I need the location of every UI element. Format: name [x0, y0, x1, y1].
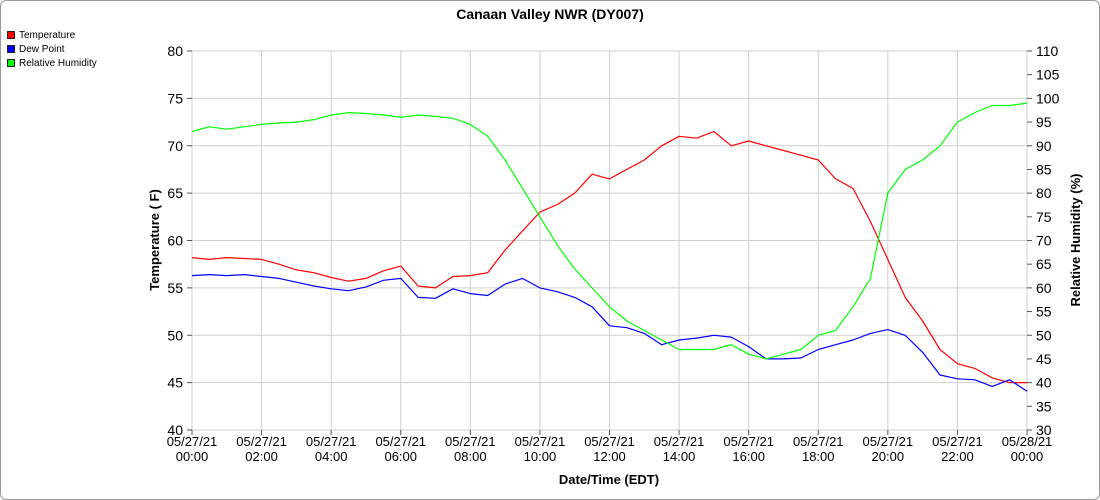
x-tick-label-time: 00:00 — [176, 449, 209, 464]
x-tick-label-date: 05/27/21 — [793, 434, 844, 449]
legend-swatch-dew-point — [7, 45, 15, 53]
x-tick-label-date: 05/27/21 — [445, 434, 496, 449]
y-right-tick-label: 95 — [1036, 114, 1052, 130]
x-tick-label-date: 05/27/21 — [375, 434, 426, 449]
y-left-tick-label: 45 — [167, 375, 183, 391]
legend-label-relative-humidity: Relative Humidity — [19, 57, 97, 69]
series-line-relative-humidity — [191, 102, 1028, 360]
x-tick-label-date: 05/27/21 — [167, 434, 218, 449]
axes: 40 45 50 55 60 65 70 75 80 30 35 40 45 50 55 60 65 70 75 80… — [167, 43, 1060, 464]
y-left-tick-label: 75 — [167, 90, 183, 106]
y-right-tick-label: 85 — [1036, 161, 1052, 177]
legend-swatch-temperature — [7, 31, 15, 39]
y-left-tick-label: 70 — [167, 138, 183, 154]
y-right-tick-label: 55 — [1036, 304, 1052, 320]
gridlines — [191, 50, 1028, 431]
x-axis-label: Date/Time (EDT) — [559, 472, 659, 487]
y-right-tick-label: 60 — [1036, 280, 1052, 296]
y-right-tick-label: 30 — [1036, 422, 1052, 438]
x-tick-label-date: 05/27/21 — [584, 434, 635, 449]
x-tick-label-date: 05/27/21 — [863, 434, 914, 449]
x-tick-label-time: 12:00 — [593, 449, 626, 464]
legend-item-dew-point: Dew Point — [7, 42, 97, 56]
legend-label-temperature: Temperature — [19, 29, 76, 41]
x-tick-label-time: 22:00 — [941, 449, 974, 464]
y-right-tick-label: 105 — [1036, 67, 1060, 83]
y-right-tick-label: 40 — [1036, 375, 1052, 391]
y-right-tick-label: 100 — [1036, 90, 1060, 106]
x-tick-label-time: 06:00 — [384, 449, 417, 464]
x-tick-label-time: 08:00 — [454, 449, 487, 464]
x-tick-label-date: 05/27/21 — [515, 434, 566, 449]
y-right-tick-label: 65 — [1036, 256, 1052, 272]
x-tick-label-time: 10:00 — [524, 449, 557, 464]
y-axis-left-label: Temperature ( F) — [147, 189, 162, 291]
y-right-tick-label: 80 — [1036, 185, 1052, 201]
series-lines — [191, 102, 1028, 392]
y-right-tick-label: 35 — [1036, 398, 1052, 414]
x-tick-label-date: 05/27/21 — [932, 434, 983, 449]
x-tick-label-time: 20:00 — [872, 449, 905, 464]
x-tick-label-time: 04:00 — [315, 449, 348, 464]
x-tick-label-time: 02:00 — [245, 449, 278, 464]
y-left-tick-label: 60 — [167, 233, 183, 249]
y-left-tick-label: 40 — [167, 422, 183, 438]
legend-item-relative-humidity: Relative Humidity — [7, 56, 97, 70]
y-right-tick-label: 110 — [1036, 43, 1059, 59]
x-tick-label-time: 18:00 — [802, 449, 835, 464]
y-left-tick-label: 55 — [167, 280, 183, 296]
x-tick-label-date: 05/27/21 — [723, 434, 774, 449]
y-axis-right-label: Relative Humidity (%) — [1068, 174, 1083, 307]
legend-item-temperature: Temperature — [7, 28, 97, 42]
legend-swatch-relative-humidity — [7, 59, 15, 67]
y-left-tick-label: 65 — [167, 185, 183, 201]
x-tick-label-date: 05/27/21 — [306, 434, 357, 449]
y-right-tick-label: 45 — [1036, 351, 1052, 367]
x-tick-label-time: 16:00 — [732, 449, 765, 464]
y-right-tick-label: 50 — [1036, 327, 1052, 343]
y-left-tick-label: 50 — [167, 327, 183, 343]
x-tick-label-date: 05/27/21 — [654, 434, 705, 449]
x-tick-label-date: 05/27/21 — [236, 434, 287, 449]
legend: Temperature Dew Point Relative Humidity — [7, 28, 97, 70]
x-tick-label-time: 00:00 — [1011, 449, 1044, 464]
x-tick-label-time: 14:00 — [663, 449, 696, 464]
legend-label-dew-point: Dew Point — [19, 43, 65, 55]
y-right-tick-label: 90 — [1036, 138, 1052, 154]
x-tick-label-date: 05/28/21 — [1002, 434, 1053, 449]
y-right-tick-label: 70 — [1036, 233, 1052, 249]
series-line-temperature — [191, 130, 1027, 384]
chart-title: Canaan Valley NWR (DY007) — [456, 6, 644, 22]
y-left-tick-label: 80 — [167, 43, 183, 59]
y-right-tick-label: 75 — [1036, 209, 1052, 225]
series-line-dew-point — [191, 274, 1028, 392]
